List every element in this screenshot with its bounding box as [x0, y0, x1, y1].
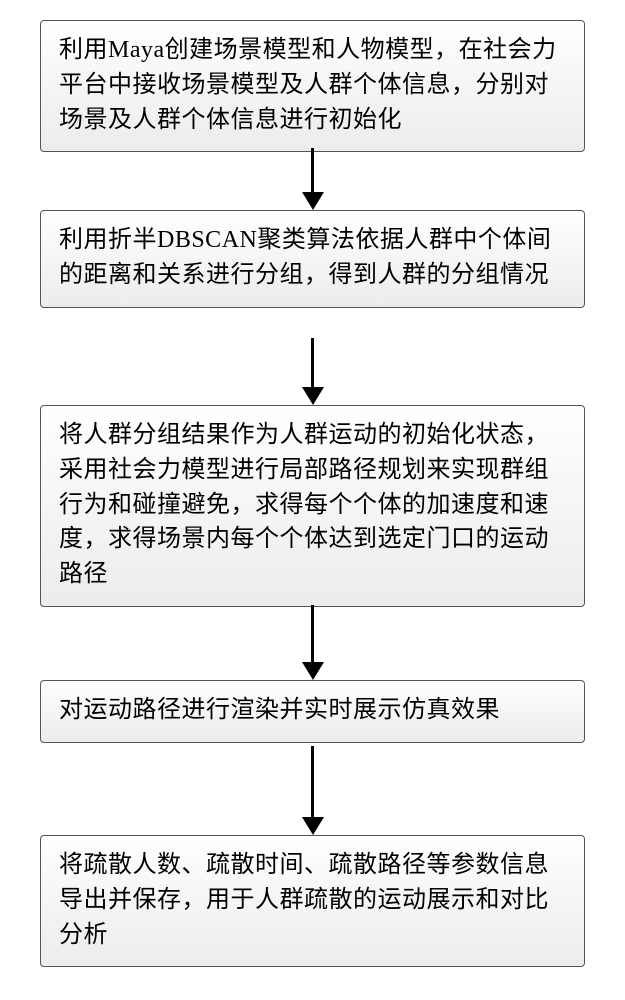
flow-node-4-text: 对运动路径进行渲染并实时展示仿真效果: [59, 697, 500, 723]
flow-node-4: 对运动路径进行渲染并实时展示仿真效果: [40, 680, 585, 743]
flow-node-5-text: 将疏散人数、疏散时间、疏散路径等参数信息导出并保存，用于人群疏散的运动展示和对比…: [59, 852, 549, 948]
flow-node-3-text: 将人群分组结果作为人群运动的初始化状态，采用社会力模型进行局部路径规划来实现群组…: [59, 422, 549, 587]
flow-node-2-text: 利用折半DBSCAN聚类算法依据人群中个体间的距离和关系进行分组，得到人群的分组…: [59, 227, 551, 288]
arrow-head-icon: [302, 387, 324, 405]
arrow-head-icon: [302, 662, 324, 680]
flowchart-container: 利用Maya创建场景模型和人物模型，在社会力平台中接收场景模型及人群个体信息，分…: [0, 0, 625, 1000]
flow-node-1-text: 利用Maya创建场景模型和人物模型，在社会力平台中接收场景模型及人群个体信息，分…: [59, 37, 557, 133]
arrow-head-icon: [302, 817, 324, 835]
flow-arrow-2: [302, 338, 324, 405]
flow-arrow-4: [302, 746, 324, 835]
flow-node-2: 利用折半DBSCAN聚类算法依据人群中个体间的距离和关系进行分组，得到人群的分组…: [40, 210, 585, 308]
flow-arrow-3: [302, 605, 324, 680]
arrow-shaft: [311, 148, 314, 192]
arrow-shaft: [311, 605, 314, 662]
flow-node-3: 将人群分组结果作为人群运动的初始化状态，采用社会力模型进行局部路径规划来实现群组…: [40, 405, 585, 607]
arrow-shaft: [311, 338, 314, 387]
flow-arrow-1: [302, 148, 324, 210]
arrow-shaft: [311, 746, 314, 817]
arrow-head-icon: [302, 192, 324, 210]
flow-node-1: 利用Maya创建场景模型和人物模型，在社会力平台中接收场景模型及人群个体信息，分…: [40, 20, 585, 152]
flow-node-5: 将疏散人数、疏散时间、疏散路径等参数信息导出并保存，用于人群疏散的运动展示和对比…: [40, 835, 585, 967]
